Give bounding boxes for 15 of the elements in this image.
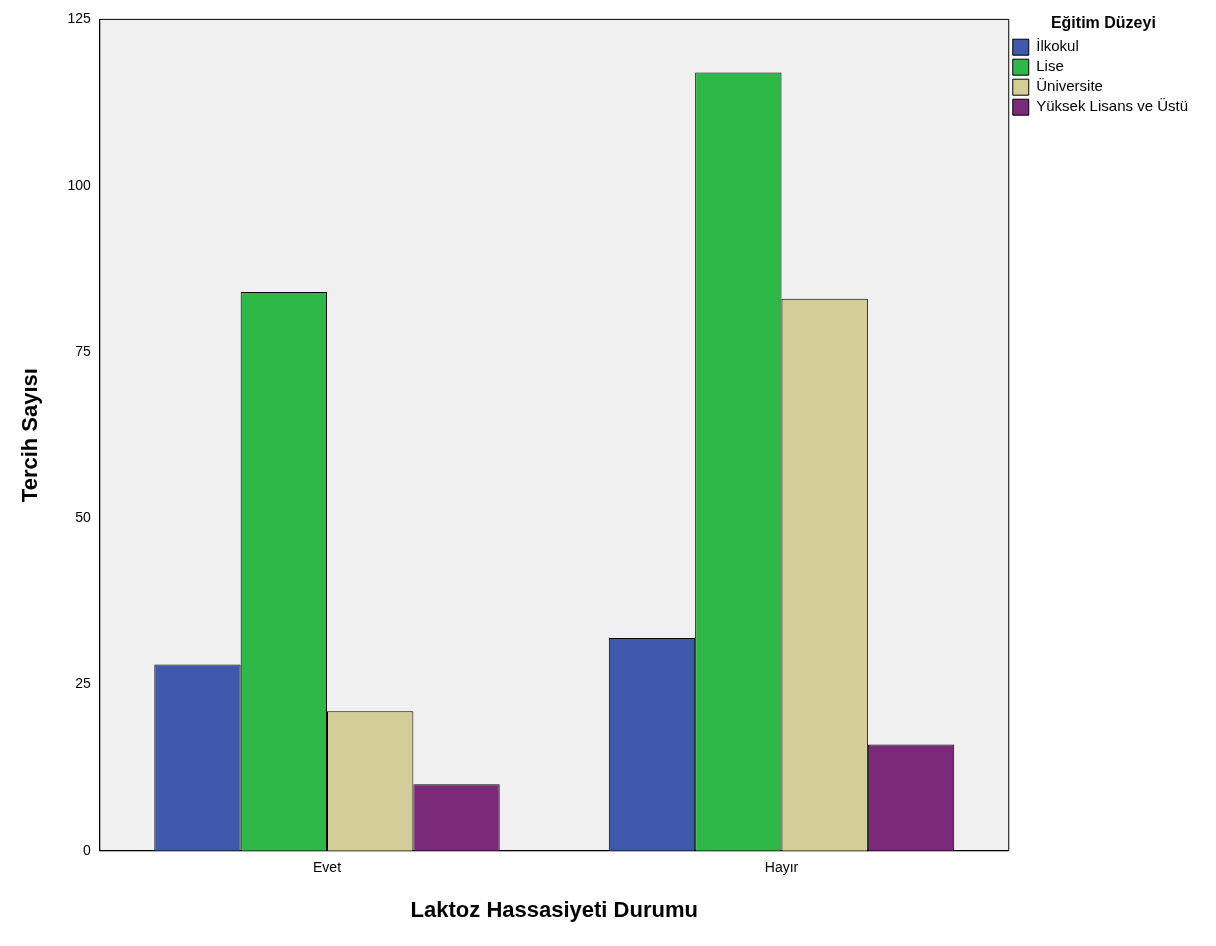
y-tick-label: 75 [75, 342, 91, 359]
y-axis-title: Tercih Sayısı [17, 368, 43, 503]
y-tick-label: 25 [75, 675, 91, 692]
legend-title: Eğitim Düzeyi [1050, 14, 1156, 32]
legend-label: İlkokul [1036, 37, 1079, 55]
y-tick-label: 50 [75, 509, 91, 526]
x-tick-label: Evet [313, 859, 342, 876]
y-tick-label: 125 [67, 10, 91, 27]
legend-label: Lise [1036, 57, 1064, 75]
y-tick-label: 0 [82, 841, 91, 858]
y-tick-label: 100 [67, 176, 91, 193]
legend-label: Yüksek Lisans ve Üstü [1036, 97, 1189, 115]
legend-label: Üniversite [1036, 77, 1103, 95]
x-axis-title: Laktoz Hassasiyeti Durumu [410, 896, 698, 922]
x-tick-label: Hayır [764, 859, 799, 876]
